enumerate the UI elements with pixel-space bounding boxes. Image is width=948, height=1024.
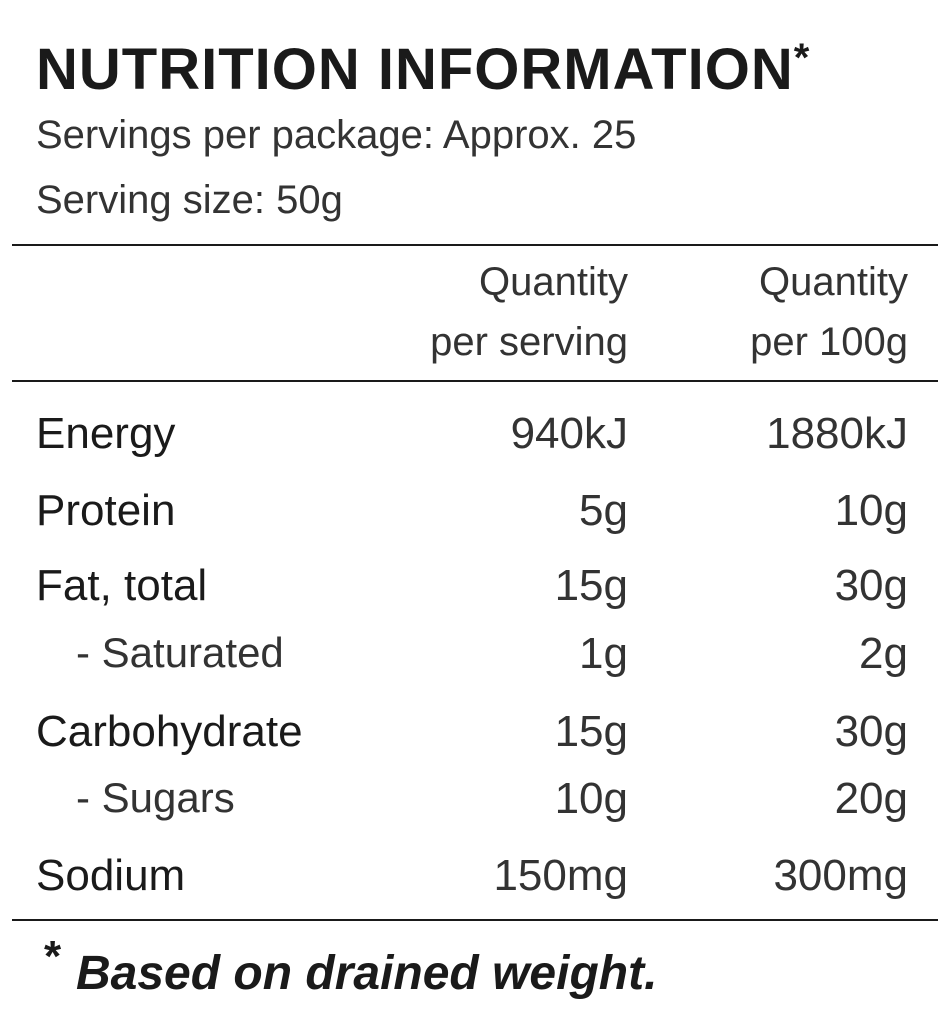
cell-value: 15g (554, 707, 628, 756)
cell-value: 940kJ (510, 409, 628, 458)
column-header: per serving (430, 320, 628, 364)
sub-row-label: - Saturated (76, 629, 284, 676)
title-mark: * (793, 36, 811, 80)
cell-value: 1g (579, 629, 628, 678)
serving-size: Serving size: 50g (36, 178, 343, 222)
title-text: NUTRITION INFORMATION (36, 37, 794, 102)
title: NUTRITION INFORMATION* (36, 38, 810, 99)
cell-value: 150mg (493, 851, 628, 900)
rule (12, 380, 938, 382)
rule (12, 244, 938, 246)
row-label: Energy (36, 409, 176, 458)
row-label: Sodium (36, 851, 186, 900)
footnote-mark: * (44, 932, 62, 981)
row-label: Protein (36, 486, 176, 535)
cell-value: 10g (834, 486, 908, 535)
cell-value: 30g (834, 707, 908, 756)
row-label: Carbohydrate (36, 707, 303, 756)
cell-value: 20g (834, 774, 908, 823)
cell-value: 10g (554, 774, 628, 823)
column-header: Quantity (759, 260, 908, 304)
row-label: Fat, total (36, 561, 208, 610)
footnote-text: Based on drained weight. (76, 947, 658, 1000)
servings-per-package: Servings per package: Approx. 25 (36, 113, 637, 157)
column-header: per 100g (750, 320, 908, 364)
cell-value: 30g (834, 561, 908, 610)
column-header: Quantity (479, 260, 628, 304)
cell-value: 5g (579, 486, 628, 535)
sub-row-label: - Sugars (76, 774, 235, 821)
cell-value: 15g (554, 561, 628, 610)
cell-value: 300mg (773, 851, 908, 900)
cell-value: 1880kJ (766, 409, 908, 458)
rule (12, 919, 938, 921)
cell-value: 2g (859, 629, 908, 678)
